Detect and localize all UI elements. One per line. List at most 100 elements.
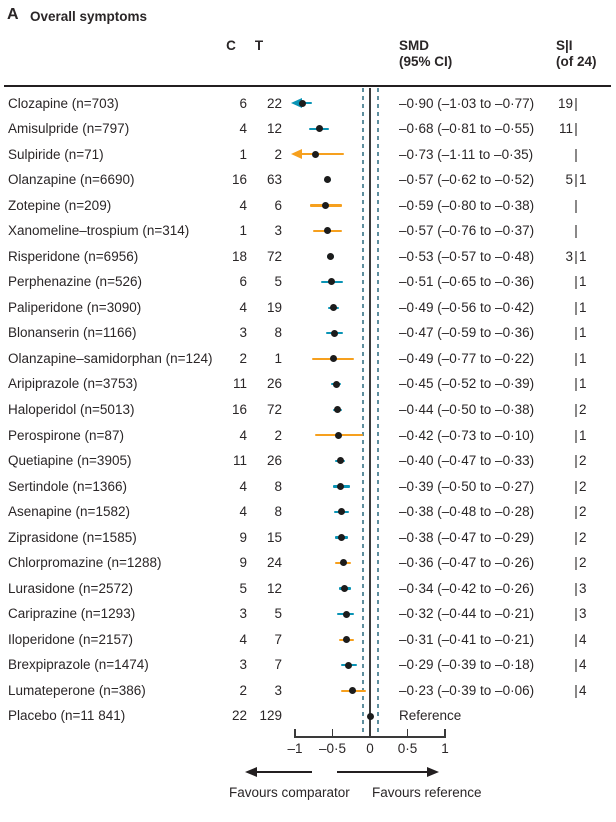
si-rank-i: 4 xyxy=(579,682,587,698)
si-rank-separator: | xyxy=(574,555,578,571)
drug-label: Perospirone (n=87) xyxy=(8,427,124,443)
smd-ci-value: –0·42 (–0·73 to –0·10) xyxy=(399,427,535,443)
si-rank: | 2 xyxy=(545,474,611,500)
axis-tick xyxy=(331,729,334,736)
si-rank-i xyxy=(579,193,599,219)
table-row: Lumateperone (n=386) 2 3 –0·23 (–0·39 to… xyxy=(0,678,616,704)
smd-ci-value: –0·53 (–0·57 to –0·48) xyxy=(399,248,535,264)
trial-count: 26 xyxy=(266,453,282,469)
si-rank-i: 1 xyxy=(579,350,587,366)
table-row: Amisulpride (n=797) 4 12 –0·68 (–0·81 to… xyxy=(0,116,616,142)
dashed-guide-left xyxy=(362,88,364,737)
panel-title: Overall symptoms xyxy=(30,9,148,24)
si-rank-s xyxy=(545,371,573,397)
trial-count: 15 xyxy=(266,529,282,545)
si-rank: | xyxy=(545,142,611,168)
point-estimate-dot xyxy=(332,380,340,388)
trial-count: 3 xyxy=(274,223,282,239)
trial-count: 72 xyxy=(266,402,282,417)
drug-label: Cariprazine (n=1293) xyxy=(8,606,136,622)
smd-ci-value: –0·57 (–0·76 to –0·37) xyxy=(399,223,535,239)
si-rank-separator: | xyxy=(574,504,578,520)
drug-label: Clozapine (n=703) xyxy=(8,95,119,111)
si-rank-separator: | xyxy=(574,478,578,494)
point-estimate-dot xyxy=(336,457,344,465)
drug-label: Lumateperone (n=386) xyxy=(8,682,146,698)
table-row: Quetiapine (n=3905) 11 26 –0·40 (–0·47 t… xyxy=(0,448,616,474)
drug-label: Haloperidol (n=5013) xyxy=(8,402,135,417)
si-rank: | 3 xyxy=(545,601,611,627)
si-rank-separator: | xyxy=(574,248,578,264)
trial-count: 24 xyxy=(266,555,282,571)
favours-reference-label: Favours reference xyxy=(372,785,482,800)
smd-ci-value: Reference xyxy=(399,708,462,724)
axis-tick-label: 0 xyxy=(366,741,374,756)
drug-label: Perphenazine (n=526) xyxy=(8,274,142,290)
comparator-count: 9 xyxy=(239,555,247,571)
table-row: Asenapine (n=1582) 4 8 –0·38 (–0·48 to –… xyxy=(0,499,616,525)
si-rank-separator: | xyxy=(574,453,578,469)
point-estimate-dot xyxy=(311,150,319,158)
smd-ci-value: –0·23 (–0·39 to –0·06) xyxy=(399,682,535,698)
si-rank-s xyxy=(545,576,573,602)
si-rank: | xyxy=(545,193,611,219)
si-rank-separator: | xyxy=(574,657,578,673)
si-rank-separator: | xyxy=(574,376,578,392)
comparator-count: 4 xyxy=(239,427,247,443)
table-row: Blonanserin (n=1166) 3 8 –0·47 (–0·59 to… xyxy=(0,320,616,346)
si-rank: | 4 xyxy=(545,678,611,704)
comparator-count: 16 xyxy=(231,172,247,188)
comparator-count: 3 xyxy=(239,606,247,622)
table-row: Aripiprazole (n=3753) 11 26 –0·45 (–0·52… xyxy=(0,371,616,397)
axis-tick-label: –1 xyxy=(287,741,303,756)
trial-count: 2 xyxy=(274,427,282,443)
si-rank-i: 4 xyxy=(579,631,587,647)
si-rank: | 1 xyxy=(545,423,611,449)
trial-count: 72 xyxy=(266,248,282,264)
si-rank-i: 2 xyxy=(579,529,587,545)
si-rank-i: 3 xyxy=(579,580,587,596)
trial-count: 63 xyxy=(266,172,282,188)
comparator-count: 16 xyxy=(231,402,247,417)
drug-label: Ziprasidone (n=1585) xyxy=(8,529,137,545)
point-estimate-dot xyxy=(299,99,306,107)
drug-label: Asenapine (n=1582) xyxy=(8,504,130,520)
drug-label: Chlorpromazine (n=1288) xyxy=(8,555,162,571)
smd-ci-value: –0·31 (–0·41 to –0·21) xyxy=(399,631,535,647)
smd-ci-value: –0·34 (–0·42 to –0·26) xyxy=(399,580,535,596)
column-header-trials: T xyxy=(254,38,264,53)
favours-left-arrow-tip-icon xyxy=(245,766,257,777)
trial-count: 26 xyxy=(266,376,282,392)
table-row: Chlorpromazine (n=1288) 9 24 –0·36 (–0·4… xyxy=(0,550,616,576)
point-estimate-dot xyxy=(335,431,342,439)
table-row: Zotepine (n=209) 4 6 –0·59 (–0·80 to –0·… xyxy=(0,193,616,219)
table-row: Perphenazine (n=526) 6 5 –0·51 (–0·65 to… xyxy=(0,269,616,295)
drug-label: Xanomeline–trospium (n=314) xyxy=(8,223,190,239)
point-estimate-dot xyxy=(342,610,350,618)
si-rank-separator: | xyxy=(574,529,578,545)
point-estimate-dot xyxy=(337,482,345,490)
point-estimate-dot xyxy=(331,329,339,337)
si-rank-s xyxy=(545,397,573,423)
point-estimate-dot xyxy=(338,533,345,541)
favours-right-arrow-tip-icon xyxy=(427,766,439,777)
si-rank-separator: | xyxy=(574,606,578,622)
comparator-count: 4 xyxy=(239,504,247,520)
point-estimate-dot xyxy=(329,355,337,363)
comparator-count: 3 xyxy=(239,657,247,673)
si-rank-s: 11 xyxy=(558,121,573,137)
zero-reference-line xyxy=(369,88,371,737)
si-rank-separator: | xyxy=(574,95,578,111)
si-rank-separator: | xyxy=(574,121,578,137)
comparator-count: 3 xyxy=(239,325,247,341)
smd-ci-value: –0·47 (–0·59 to –0·36) xyxy=(399,325,535,341)
drug-label: Olanzapine–samidorphan (n=124) xyxy=(8,350,213,366)
trial-count: 129 xyxy=(259,708,282,724)
trial-count: 8 xyxy=(274,325,282,341)
comparator-count: 1 xyxy=(239,223,247,239)
smd-ci-value: –0·59 (–0·80 to –0·38) xyxy=(399,197,535,213)
table-row: Lurasidone (n=2572) 5 12 –0·34 (–0·42 to… xyxy=(0,576,616,602)
comparator-count: 18 xyxy=(231,248,247,264)
comparator-count: 1 xyxy=(239,146,247,162)
